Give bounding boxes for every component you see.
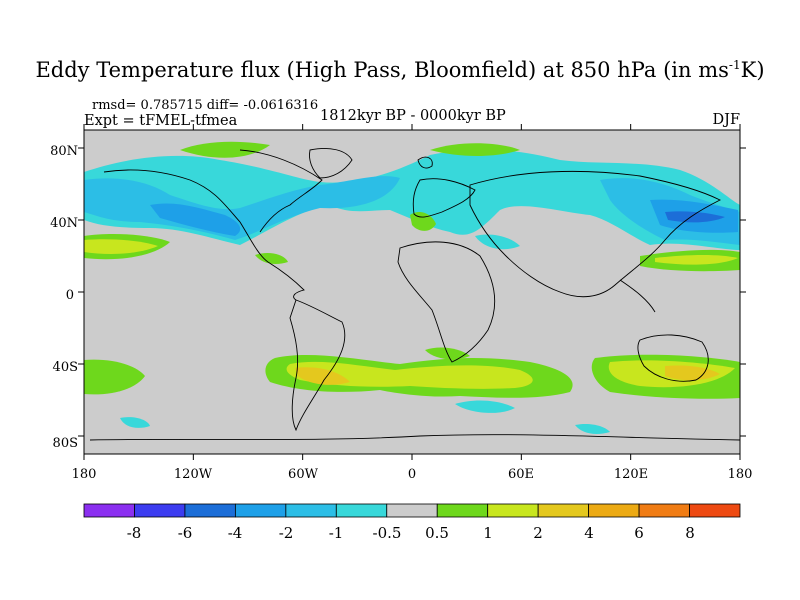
lat-tick-labels: 80N 40N 0 40S 80S [50,144,78,451]
colorbar-label: 8 [685,524,695,542]
colorbar-label: -0.5 [373,524,402,542]
axis-ticks [78,124,746,460]
lat-label: 40S [53,360,78,375]
colorbar-box [436,503,489,518]
colorbar-box [386,503,438,518]
colorbar-label: 0.5 [425,524,449,542]
lon-label: 60W [288,467,319,482]
colorbar-box [134,503,186,518]
lon-label: 120E [614,467,648,482]
lon-label: 180 [72,467,97,482]
experiment-label: Expt = tFMEL-tfmea [84,113,238,129]
map-title: Eddy Temperature flux (High Pass, Bloomf… [35,58,765,82]
colorbar-box [689,503,741,518]
colorbar-label: 2 [533,524,543,542]
lon-tick-labels: 180 120W 60W 0 60E 120E 180 [72,467,753,482]
lon-label: 180 [728,467,753,482]
colorbar-label: -1 [329,524,344,542]
season-label: DJF [712,112,741,128]
colorbar-boxes [83,503,741,518]
colorbar-label: -4 [228,524,243,542]
colorbar-box [537,503,590,518]
coastlines [89,148,740,441]
lat-label: 0 [66,288,74,303]
colorbar-box [638,503,690,518]
period-label: 1812kyr BP - 0000kyr BP [320,108,506,124]
colorbar-box [335,503,388,518]
lon-label: 60E [508,467,534,482]
colorbar-label: 6 [634,524,644,542]
lat-label: 80N [50,144,78,159]
colorbar-label: 4 [584,524,594,542]
colorbar-labels: -8 -6 -4 -2 -1 -0.5 0.5 1 2 4 6 8 [127,524,695,542]
lat-label: 80S [53,436,78,451]
colorbar-label: -2 [279,524,294,542]
colorbar-label: -8 [127,524,142,542]
colorbar-box [588,503,640,518]
colorbar-box [285,503,337,518]
colorbar-box [487,503,539,518]
colorbar-label: -6 [178,524,193,542]
lon-label: 0 [408,467,416,482]
colorbar-box [184,503,236,518]
colorbar-box [83,503,135,518]
colorbar-label: 1 [483,524,493,542]
colorbar-box [234,503,287,518]
lon-label: 120W [174,467,213,482]
lat-label: 40N [50,216,78,231]
rmsd-diff-stats: rmsd= 0.785715 diff= -0.0616316 [92,98,319,113]
colorbar: -8 -6 -4 -2 -1 -0.5 0.5 1 2 4 6 8 [83,503,741,542]
